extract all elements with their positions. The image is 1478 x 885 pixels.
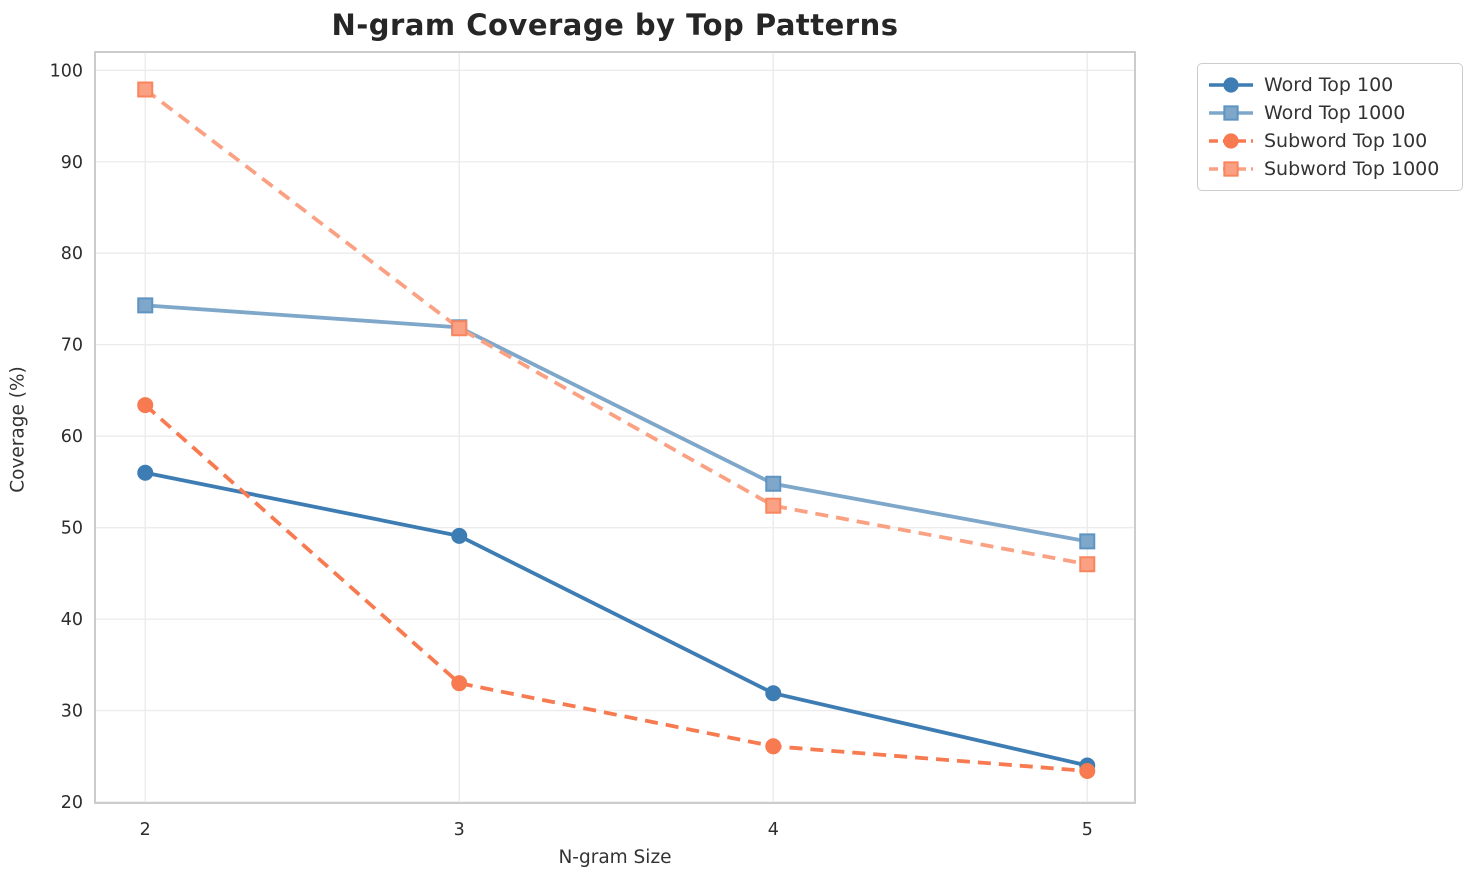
data-point-marker-word-top-100 [137,464,154,481]
data-point-marker-word-top-1000 [1223,105,1239,121]
y-tick-label: 100 [50,61,83,81]
series-line-word-top-100 [144,470,1088,768]
x-tick-label: 2 [140,820,151,840]
data-point-marker-subword-top-1000 [451,320,468,337]
legend-item-subword-top-1000: Subword Top 1000 [1207,155,1462,183]
legend-label: Word Top 100 [1264,74,1394,96]
y-tick-label: 20 [61,793,83,813]
data-point-marker-word-top-1000 [137,297,154,314]
y-tick-label: 30 [61,702,83,722]
legend-swatch-word-top-100 [1209,77,1253,93]
x-axis-label: N-gram Size [558,847,672,868]
y-tick-label: 90 [61,153,83,173]
legend-item-word-top-1000: Word Top 1000 [1207,99,1462,127]
data-point-marker-subword-top-100 [137,397,154,414]
x-tick-label: 5 [1082,820,1093,840]
legend: Word Top 100 Word Top 1000 Subword Top 100… [1197,63,1463,191]
x-tick-label: 4 [768,820,779,840]
series-line-subword-top-1000 [144,87,1088,567]
series-line-word-top-1000 [145,303,1088,544]
data-point-marker-subword-top-1000 [765,497,782,514]
legend-swatch-word-top-1000 [1209,105,1253,121]
legend-label: Subword Top 1000 [1264,158,1440,180]
data-point-marker-subword-top-100 [765,738,782,755]
legend-item-word-top-100: Word Top 100 [1207,71,1462,99]
legend-label: Subword Top 100 [1264,130,1428,152]
chart-title: N-gram Coverage by Top Patterns [331,8,899,42]
plot-border [94,51,1136,804]
legend-item-subword-top-100: Subword Top 100 [1207,127,1462,155]
data-point-marker-word-top-100 [765,685,782,702]
data-point-marker-subword-top-100 [1079,762,1096,779]
x-tick-label: 3 [454,820,465,840]
series-line-subword-top-100 [143,403,1088,773]
y-tick-label: 50 [61,519,83,539]
y-tick-label: 70 [61,336,83,356]
y-tick-label: 80 [61,244,83,264]
data-point-marker-subword-top-1000 [137,81,154,98]
legend-swatch-subword-top-100 [1209,133,1253,149]
data-point-marker-word-top-100 [1223,77,1239,93]
data-point-marker-subword-top-100 [1223,133,1239,149]
data-point-marker-word-top-1000 [1079,533,1096,550]
y-tick-label: 60 [61,427,83,447]
data-point-marker-subword-top-1000 [1223,161,1239,177]
data-point-marker-subword-top-100 [451,675,468,692]
legend-swatch-subword-top-1000 [1209,161,1253,177]
data-point-marker-word-top-100 [451,527,468,544]
legend-label: Word Top 1000 [1264,102,1406,124]
data-point-marker-subword-top-1000 [1079,556,1096,573]
y-tick-label: 40 [61,610,83,630]
data-point-marker-word-top-1000 [765,475,782,492]
